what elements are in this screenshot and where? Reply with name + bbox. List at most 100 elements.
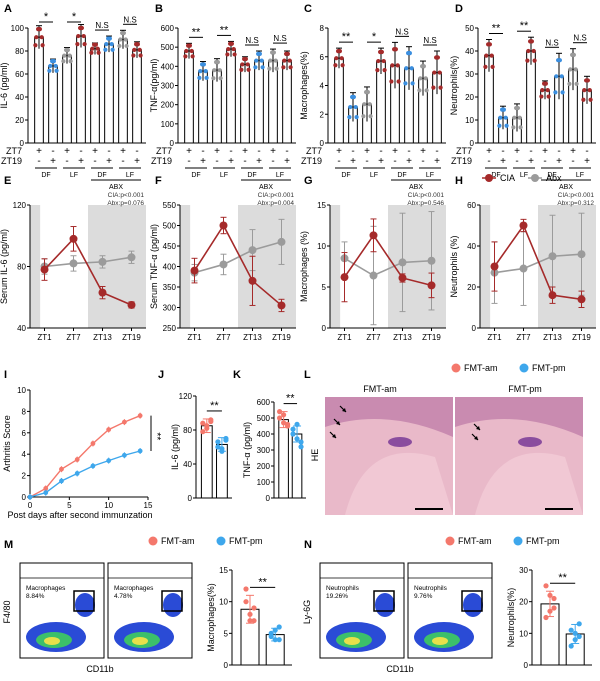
row-sign: - [337, 156, 340, 167]
bar [268, 60, 278, 144]
row-sign: + [364, 146, 370, 157]
x-tick-label: ZT1 [337, 333, 352, 342]
data-point [381, 58, 386, 64]
legend-marker-abx [531, 174, 539, 182]
sig-label: * [72, 11, 77, 23]
x-tick-label: ZT1 [37, 333, 52, 342]
data-point [96, 50, 101, 55]
data-point [421, 64, 426, 69]
data-point [135, 42, 140, 47]
y-axis-label: Macrophages (%) [299, 231, 309, 302]
data-point [48, 63, 53, 69]
data-point [435, 55, 440, 60]
data-point [407, 51, 412, 56]
data-point [118, 37, 123, 42]
data-point [504, 123, 509, 128]
y-axis-label: IL-6 (pg/ml) [0, 62, 9, 108]
y-tick-label: 400 [257, 430, 271, 439]
bar-panel-b: 0 100 200 300 400 500 600 TNF-α(pg/ml) ** ** N.S N.… [149, 24, 296, 191]
data-point [232, 52, 237, 57]
data-point-cia [369, 231, 378, 240]
bar [132, 49, 142, 144]
legend-cia-abx: CIA Abx [482, 173, 562, 183]
bar [334, 57, 344, 144]
data-point [68, 59, 73, 64]
data-point [525, 58, 530, 63]
dark-phase-shade [180, 205, 191, 328]
y-axis-label: IL-6 (pg/ml) [170, 424, 180, 470]
data-point [37, 27, 43, 32]
data-point [490, 64, 495, 69]
data-point [251, 618, 257, 624]
row-sign: + [242, 146, 248, 157]
data-point [137, 413, 143, 419]
data-point [515, 105, 521, 111]
row-sign: + [106, 156, 112, 167]
data-point [572, 637, 578, 643]
data-point-abx [369, 271, 378, 280]
data-point-cia [548, 291, 557, 300]
group-label: LF [370, 172, 378, 179]
data-point [404, 66, 409, 71]
row-sign: - [215, 156, 218, 167]
group-label: DF [247, 172, 256, 179]
flow-plot-am: FMT-amNeutrophils19.26% [319, 562, 405, 659]
panel-letter-k: K [233, 369, 241, 381]
y-tick-label: 500 [163, 222, 177, 231]
x-tick-label: ZT19 [422, 333, 441, 342]
data-point [424, 88, 429, 93]
y-axis-label: Serum IL-6 (pg/ml) [0, 229, 9, 304]
data-point [393, 47, 398, 52]
row-sign: - [393, 156, 396, 167]
row-sign: - [571, 156, 574, 167]
group-label: DF [41, 172, 50, 179]
y-tick-label: 10 [465, 116, 474, 125]
y-tick-label: 10 [519, 629, 528, 638]
row-label-zt7: ZT7 [156, 146, 172, 156]
gate-box [73, 590, 95, 612]
flow-x-label: CD11b [386, 664, 413, 674]
data-point [104, 42, 109, 47]
data-point-cia [340, 273, 349, 282]
data-point [554, 74, 559, 79]
row-sign: - [543, 156, 546, 167]
y-tick-label: 0 [472, 324, 477, 333]
data-point [254, 58, 259, 63]
y-tick-label: 80 [17, 263, 26, 272]
y-tick-label: 250 [163, 324, 177, 333]
data-point [518, 125, 523, 130]
data-point [243, 586, 249, 592]
sig-label: N.S [95, 21, 108, 30]
data-point [512, 115, 517, 120]
data-point [74, 471, 80, 476]
x-tick-label: ZT13 [393, 333, 412, 342]
row-label-zt7: ZT7 [456, 146, 472, 156]
panel-letter-b: B [155, 3, 163, 15]
panel-letter-h: H [455, 175, 463, 187]
flow-panel-m: F4/80 CD11b FMT-amMacrophages8.84%FMT-pmMa… [2, 562, 193, 674]
row-sign: - [93, 156, 96, 167]
sig-label: ** [220, 24, 229, 36]
data-point [260, 65, 265, 70]
data-point [90, 463, 96, 469]
legend-label-cia: CIA [500, 173, 515, 183]
legend-label-fmt-am: FMT-am [464, 363, 498, 373]
y-tick-label: 100 [11, 24, 25, 33]
y-axis-label: Serum TNF-α (pg/ml) [149, 224, 159, 309]
y-tick-label: 30 [519, 566, 528, 575]
y-tick-label: 4 [320, 82, 325, 91]
data-point [59, 466, 64, 472]
legend-marker-fmt-am [148, 536, 158, 546]
data-point [582, 88, 587, 93]
row-sign: + [486, 146, 492, 157]
y-tick-label: 30 [465, 70, 474, 79]
data-point [551, 595, 557, 602]
data-point [546, 94, 551, 99]
data-point [204, 423, 210, 429]
group-label: DF [491, 172, 500, 179]
data-point [75, 42, 80, 47]
data-point [257, 51, 262, 56]
arrow-head [336, 421, 340, 425]
data-point [348, 104, 353, 110]
data-point [333, 63, 338, 68]
